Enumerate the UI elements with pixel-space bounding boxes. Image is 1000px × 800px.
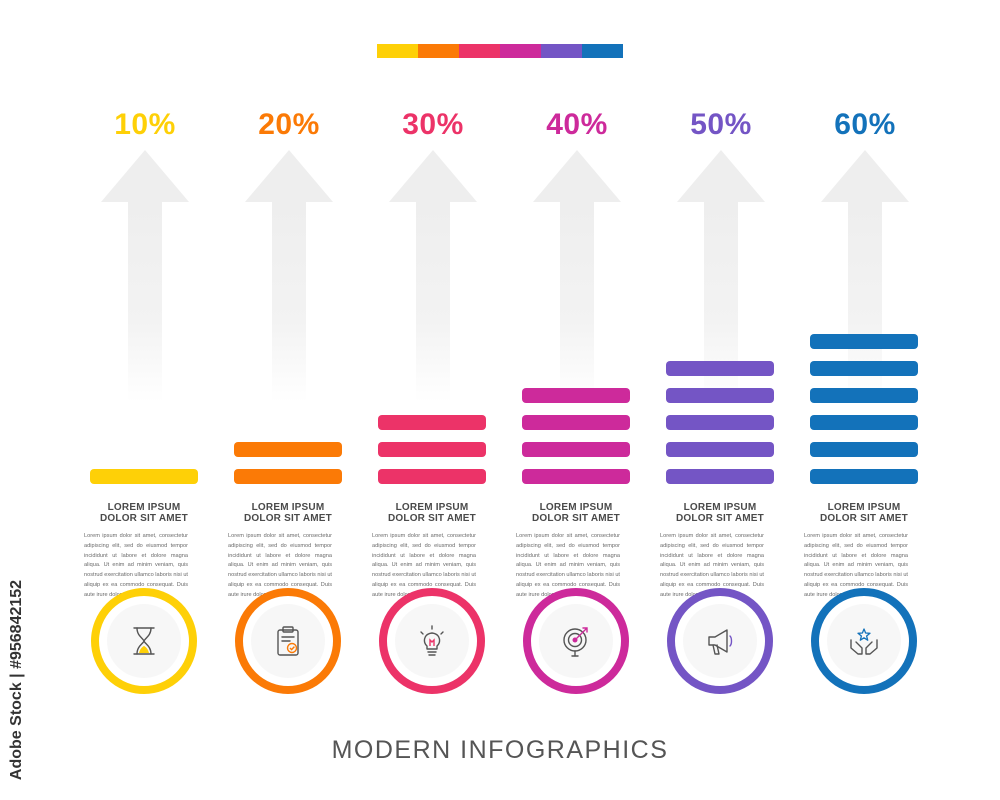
- percent-label: 40%: [546, 108, 608, 141]
- column-title-line: LOREM IPSUM: [683, 502, 757, 513]
- stock-watermark: Adobe Stock | #956842152: [4, 570, 30, 790]
- percent-label: 10%: [114, 108, 176, 141]
- column-title-line: LOREM IPSUM: [539, 502, 613, 513]
- icon-ring: [523, 588, 629, 694]
- progress-bar-segment: [810, 469, 918, 484]
- progress-bar-segment: [810, 334, 918, 349]
- column-title: LOREM IPSUM DOLOR SIT AMET: [90, 502, 198, 524]
- icon-ring: [91, 588, 197, 694]
- progress-bar-segment: [378, 415, 486, 430]
- progress-bar-segment: [666, 388, 774, 403]
- column-title: LOREM IPSUM DOLOR SIT AMET: [810, 502, 918, 524]
- bar-stack: [522, 388, 630, 484]
- palette-swatch: [377, 44, 418, 58]
- arrow-up-icon: [101, 150, 189, 202]
- palette-swatch: [418, 44, 459, 58]
- progress-bar-segment: [522, 415, 630, 430]
- progress-bar-segment: [522, 442, 630, 457]
- icon-ring: [811, 588, 917, 694]
- progress-bar-segment: [522, 469, 630, 484]
- icon-circle: [251, 604, 325, 678]
- lightbulb-icon: [420, 625, 444, 656]
- progress-bar-segment: [810, 361, 918, 376]
- arrow-shaft: [128, 202, 162, 402]
- arrow-shaft: [560, 202, 594, 402]
- icon-ring: [235, 588, 341, 694]
- arrow-shaft: [272, 202, 306, 402]
- progress-bar-segment: [666, 469, 774, 484]
- arrow-up-icon: [389, 150, 477, 202]
- column-title: LOREM IPSUM DOLOR SIT AMET: [666, 502, 774, 524]
- column-title-line: DOLOR SIT AMET: [532, 513, 620, 524]
- infographic-column: 20% LOREM IPSUM DOLOR SIT AMET Lorem ips…: [224, 0, 354, 800]
- column-title-line: LOREM IPSUM: [395, 502, 469, 513]
- percent-label: 60%: [834, 108, 896, 141]
- arrow-up-icon: [245, 150, 333, 202]
- column-title: LOREM IPSUM DOLOR SIT AMET: [522, 502, 630, 524]
- bar-stack: [90, 469, 198, 484]
- percent-label: 30%: [402, 108, 464, 141]
- column-title-line: DOLOR SIT AMET: [820, 513, 908, 524]
- bar-stack: [666, 361, 774, 484]
- infographic-column: 10% LOREM IPSUM DOLOR SIT AMET Lorem ips…: [80, 0, 210, 800]
- palette-swatch: [582, 44, 623, 58]
- clipboard-check-icon: [277, 626, 299, 656]
- infographic-column: 60% LOREM IPSUM DOLOR SIT AMET Lorem ips…: [800, 0, 930, 800]
- arrow-up-icon: [821, 150, 909, 202]
- progress-bar-segment: [666, 361, 774, 376]
- progress-bar-segment: [90, 469, 198, 484]
- progress-bar-segment: [378, 469, 486, 484]
- stock-id-label: Adobe Stock | #956842152: [8, 579, 26, 781]
- percent-label: 50%: [690, 108, 752, 141]
- column-title: LOREM IPSUM DOLOR SIT AMET: [378, 502, 486, 524]
- icon-circle: [683, 604, 757, 678]
- progress-bar-segment: [378, 442, 486, 457]
- progress-bar-segment: [234, 469, 342, 484]
- palette-swatch: [541, 44, 582, 58]
- palette-swatch: [459, 44, 500, 58]
- megaphone-icon: [708, 629, 733, 655]
- progress-bar-segment: [810, 415, 918, 430]
- icon-circle: [395, 604, 469, 678]
- bar-stack: [378, 415, 486, 484]
- column-title-line: DOLOR SIT AMET: [244, 513, 332, 524]
- column-title-line: LOREM IPSUM: [827, 502, 901, 513]
- column-title-line: LOREM IPSUM: [251, 502, 325, 513]
- column-title-line: DOLOR SIT AMET: [388, 513, 476, 524]
- infographic-column: 30% LOREM IPSUM DOLOR SIT AMET Lorem ips…: [368, 0, 498, 800]
- infographic-column: 40% LOREM IPSUM DOLOR SIT AMET Lorem ips…: [512, 0, 642, 800]
- palette-swatch: [500, 44, 541, 58]
- column-title-line: DOLOR SIT AMET: [676, 513, 764, 524]
- icon-circle: [539, 604, 613, 678]
- column-title-line: DOLOR SIT AMET: [100, 513, 188, 524]
- infographic-title: MODERN INFOGRAPHICS: [331, 736, 669, 764]
- percent-label: 20%: [258, 108, 320, 141]
- progress-bar-segment: [810, 442, 918, 457]
- bar-stack: [234, 442, 342, 484]
- progress-bar-segment: [666, 442, 774, 457]
- arrow-shaft: [416, 202, 450, 402]
- column-title-line: LOREM IPSUM: [107, 502, 181, 513]
- bar-stack: [810, 334, 918, 484]
- column-title: LOREM IPSUM DOLOR SIT AMET: [234, 502, 342, 524]
- progress-bar-segment: [666, 415, 774, 430]
- progress-bar-segment: [522, 388, 630, 403]
- arrow-up-icon: [677, 150, 765, 202]
- hands-star-icon: [850, 628, 878, 655]
- icon-ring: [667, 588, 773, 694]
- progress-bar-segment: [810, 388, 918, 403]
- hourglass-icon: [133, 627, 155, 655]
- icon-ring: [379, 588, 485, 694]
- target-search-icon: [563, 627, 588, 657]
- color-palette-strip: [377, 44, 623, 58]
- icon-circle: [827, 604, 901, 678]
- icon-circle: [107, 604, 181, 678]
- arrow-up-icon: [533, 150, 621, 202]
- progress-bar-segment: [234, 442, 342, 457]
- infographic-column: 50% LOREM IPSUM DOLOR SIT AMET Lorem ips…: [656, 0, 786, 800]
